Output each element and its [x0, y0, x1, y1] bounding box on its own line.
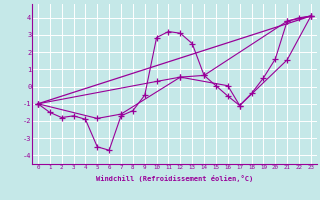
X-axis label: Windchill (Refroidissement éolien,°C): Windchill (Refroidissement éolien,°C) — [96, 175, 253, 182]
